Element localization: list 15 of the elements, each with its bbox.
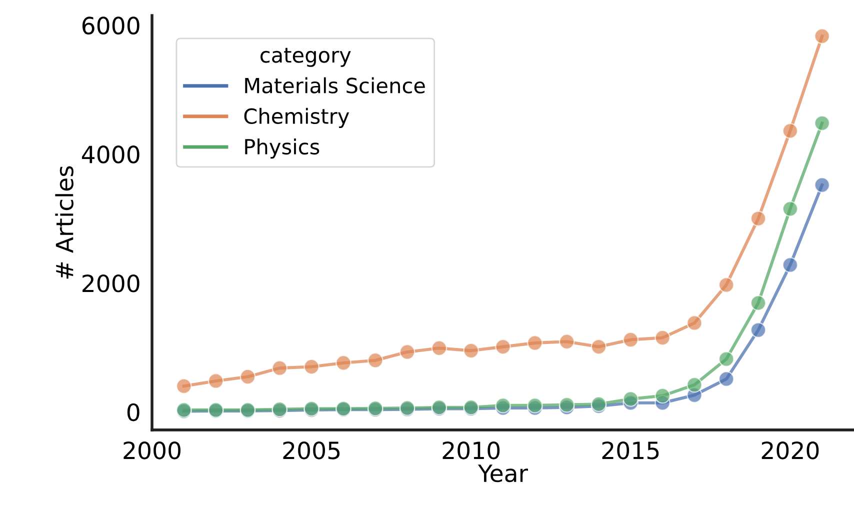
x-tick-label: 2000 [124, 441, 180, 460]
y-tick-label: 4000 [82, 146, 140, 164]
y-tick-label: 0 [127, 403, 140, 422]
y-tick-label: 2000 [82, 274, 140, 292]
legend-label: Physics [245, 138, 320, 159]
x-tick-label: 2010 [442, 441, 500, 460]
legend-label: Materials Science [245, 77, 425, 94]
x-tick-label: 2020 [762, 441, 819, 460]
y-tick-label: 6000 [82, 16, 140, 35]
x-tick-label: 2005 [283, 441, 340, 460]
legend-label: Chemistry [244, 108, 350, 128]
y-axis-title: # Articles [55, 166, 74, 279]
legend-title: category [260, 48, 351, 67]
x-axis-title: Year [478, 464, 528, 482]
x-tick-label: 2015 [602, 441, 659, 460]
